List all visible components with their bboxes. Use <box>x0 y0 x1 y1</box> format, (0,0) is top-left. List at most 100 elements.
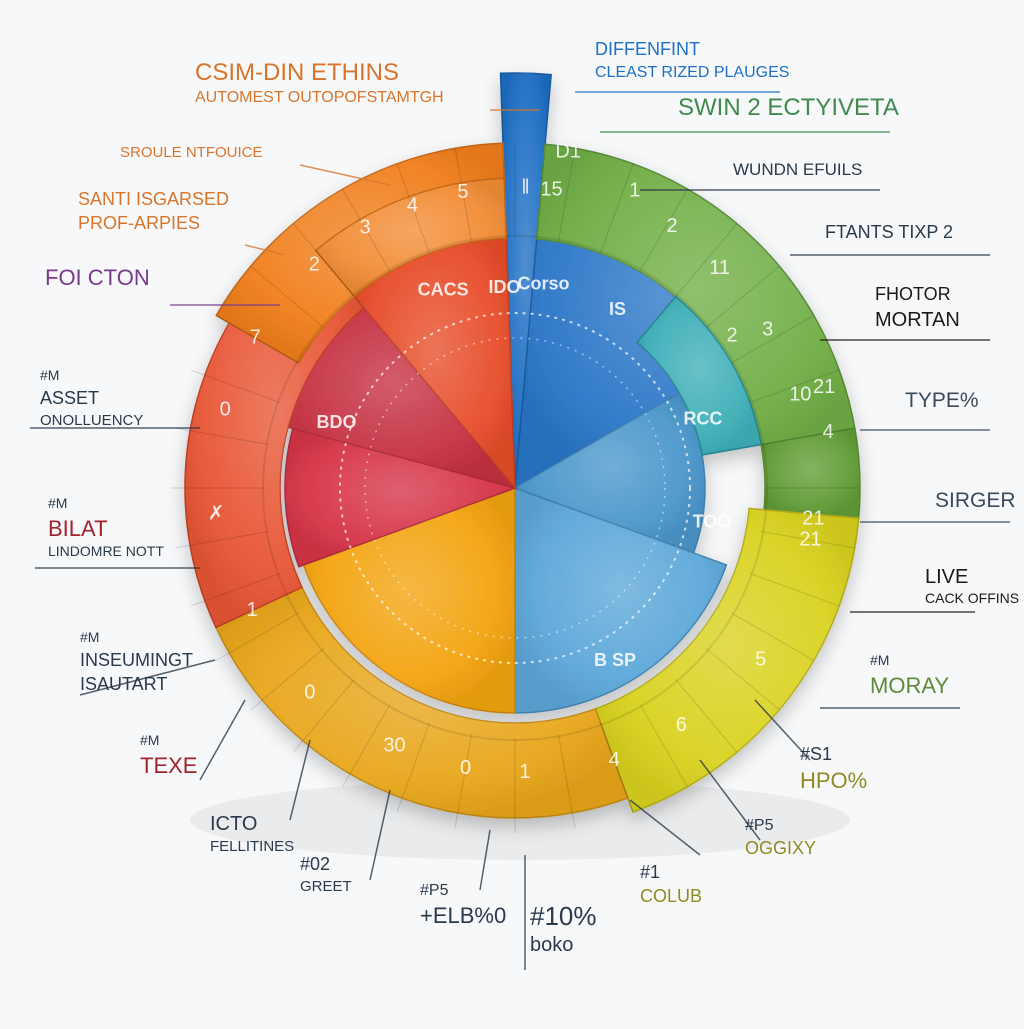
callout-text: #1 <box>640 862 660 882</box>
band-divider <box>675 223 738 297</box>
band-divider <box>341 188 391 272</box>
callout-c13: #1 COLUB <box>629 799 702 906</box>
callout-text: boko <box>530 934 573 956</box>
inner-dotted-ring-2 <box>364 337 666 639</box>
ring-label: 2 <box>727 324 738 346</box>
callout-c6: #M BILAT LINDOMRE NOTT <box>35 495 200 569</box>
callout-text: #S1 <box>800 744 832 764</box>
callout-text: BILAT <box>48 516 108 541</box>
ring-label: 0 <box>304 681 315 703</box>
callout-text: #M <box>80 629 99 645</box>
band-divider <box>250 265 324 328</box>
callout-text: #P5 <box>745 817 774 834</box>
callout-text: OGGIXY <box>745 838 816 858</box>
band-separator-ring <box>262 235 768 741</box>
callout-text: SWIN 2 ECTYIVETA <box>678 94 899 121</box>
callout-c1: CSIM-DIN ETHINS AUTOMEST OUTOPOFSTAMTGH <box>195 59 540 111</box>
callout-text: CSIM-DIN ETHINS <box>195 59 399 86</box>
ring-label: 5 <box>457 181 468 203</box>
callout-text: TEXE <box>140 753 197 778</box>
sector-gloss-12 <box>595 508 859 813</box>
leader-line <box>79 659 216 696</box>
ring-label: 2 <box>309 253 320 275</box>
callout-text: +ELB%0 <box>420 903 506 928</box>
band-divider <box>731 314 815 364</box>
callout-c5: #M ASSET ONOLLUENCY <box>30 367 200 429</box>
callout-c8: #M TEXE <box>140 699 246 781</box>
sector-gloss-1 <box>500 73 552 489</box>
callout-text: FTANTS TIXP 2 <box>825 222 953 242</box>
callout-text: ASSET <box>40 388 99 408</box>
callout-c2: SROULE NTFOUICE <box>120 144 391 186</box>
callout-c19: TYPE% <box>860 389 990 431</box>
band-divider <box>215 612 299 662</box>
band-divider <box>292 223 355 297</box>
callout-text: ONOLLUENCY <box>40 412 143 429</box>
callout-text: FOI CTON <box>45 265 150 290</box>
sector-gloss-7 <box>273 296 515 488</box>
callout-c20: FHOTOR MORTAN <box>820 284 990 341</box>
ring-label: 21 <box>813 376 835 398</box>
leader-line <box>754 699 811 761</box>
ring-label: 6 <box>676 714 687 736</box>
ring-label: ✗ <box>208 502 225 524</box>
leader-line <box>479 829 491 891</box>
sector-gloss-4 <box>515 488 727 713</box>
callout-text: COLUB <box>640 886 702 906</box>
ring-label: 0 <box>220 399 231 421</box>
callout-c21: FTANTS TIXP 2 <box>790 222 990 256</box>
band-divider <box>761 530 855 549</box>
leader-line <box>299 164 391 186</box>
inner-label: RCC <box>683 408 722 428</box>
leader-line <box>629 799 701 856</box>
ring-label: 21 <box>802 508 824 530</box>
callout-c15: #S1 HPO% <box>754 699 867 793</box>
callout-c17: LIVE CACK OFFINS <box>850 566 1019 613</box>
callout-text: FHOTOR <box>875 284 951 304</box>
callout-text: HPO% <box>800 768 867 793</box>
band-divider <box>557 148 576 242</box>
band-divider <box>175 530 269 549</box>
callout-text: DIFFENFINT <box>595 39 700 59</box>
sector-gloss-8 <box>354 238 515 488</box>
leader-line <box>699 759 761 841</box>
band-divider <box>341 704 391 788</box>
callout-text: PROF-ARPIES <box>78 213 200 233</box>
ring-label: 15 <box>540 179 562 201</box>
callout-text: FELLITINES <box>210 838 294 855</box>
callout-text: #M <box>40 367 59 383</box>
callout-c3: SANTI ISGARSED PROF-ARPIES <box>78 189 286 256</box>
callout-text: #M <box>140 732 159 748</box>
band-divider <box>292 679 355 753</box>
callout-c24: DIFFENFINT CLEAST RIZED PLAUGES <box>575 39 789 93</box>
callout-text: CACK OFFINS <box>925 590 1019 606</box>
callout-text: GREET <box>300 878 352 895</box>
sector-gloss-10 <box>637 296 762 456</box>
ring-label: 1 <box>519 761 530 783</box>
ring-label: 1 <box>629 180 640 202</box>
ring-label: 3 <box>762 318 773 340</box>
band-divider <box>599 722 634 813</box>
band-divider <box>190 369 281 404</box>
sector-gloss-16 <box>315 178 507 297</box>
chart-shadow <box>190 780 850 860</box>
callout-c22: WUNDN EFUILS <box>640 160 880 191</box>
band-divider <box>215 314 299 364</box>
band-divider <box>749 369 840 404</box>
callout-text: SANTI ISGARSED <box>78 189 229 209</box>
ring-label: 1 <box>247 599 258 621</box>
band-divider <box>599 163 634 254</box>
inner-label: CACS <box>418 279 469 299</box>
callout-text: #P5 <box>420 882 449 899</box>
sector-gloss-13 <box>215 587 628 818</box>
ring-label: ‖ <box>521 176 529 198</box>
band-divider <box>761 427 855 446</box>
callout-text: #10% <box>530 901 597 931</box>
band-divider <box>639 704 689 788</box>
leader-line <box>244 244 286 256</box>
callout-c12: #10% boko <box>524 855 597 970</box>
callout-text: SIRGER <box>935 489 1016 512</box>
ring-label: 4 <box>823 421 834 443</box>
leader-line <box>369 789 391 881</box>
sector-gloss-6 <box>285 428 515 567</box>
